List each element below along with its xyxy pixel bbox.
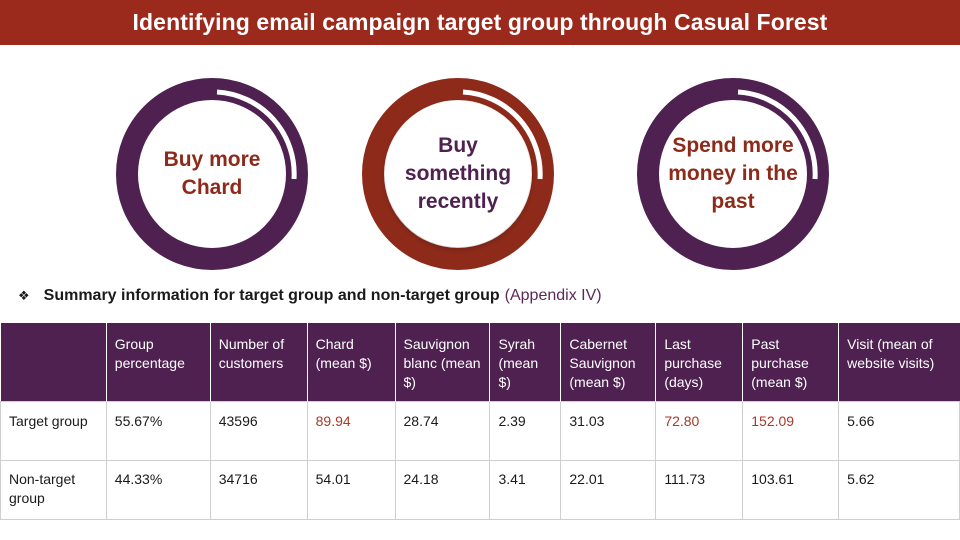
table-cell-highlighted: 89.94 xyxy=(306,401,396,461)
diamond-bullet-icon: ❖ xyxy=(18,288,30,303)
circle-buy-more-chard: Buy more Chard xyxy=(116,78,308,270)
ring-graphic xyxy=(362,78,554,270)
header-cell: Syrah (mean $) xyxy=(489,323,561,402)
header-cell: Sauvignon blanc (mean $) xyxy=(394,323,490,402)
summary-heading: ❖ Summary information for target group a… xyxy=(18,284,602,308)
appendix-reference: (Appendix IV) xyxy=(504,287,602,304)
row-label: Target group xyxy=(0,401,107,461)
table-row: Target group 55.67% 43596 89.94 28.74 2.… xyxy=(0,401,960,461)
table-cell: 22.01 xyxy=(560,460,657,520)
row-label: Non-target group xyxy=(0,460,107,520)
summary-heading-text: Summary information for target group and… xyxy=(43,287,500,304)
page-title: Identifying email campaign target group … xyxy=(132,9,828,35)
table-cell: 5.66 xyxy=(838,401,960,461)
table-cell: 3.41 xyxy=(489,460,562,520)
table-cell: 44.33% xyxy=(105,460,211,520)
ring-graphic xyxy=(116,78,308,270)
header-cell xyxy=(0,323,107,402)
circle-spend-more-money: Spend more money in the past xyxy=(637,78,829,270)
table-cell: 24.18 xyxy=(394,460,491,520)
header-cell: Past purchase (mean $) xyxy=(742,323,839,402)
table-cell-highlighted: 72.80 xyxy=(655,401,744,461)
header-cell: Group percentage xyxy=(105,323,211,402)
table-cell: 2.39 xyxy=(489,401,562,461)
table-cell: 54.01 xyxy=(306,460,396,520)
header-cell: Number of customers xyxy=(209,323,308,402)
header-cell: Visit (mean of website visits) xyxy=(838,323,960,402)
header-cell: Cabernet Sauvignon (mean $) xyxy=(560,323,656,402)
table-cell: 31.03 xyxy=(560,401,657,461)
circle-buy-something-recently: Buy something recently xyxy=(362,78,554,270)
circle-label: Buy more Chard xyxy=(163,148,261,199)
table-header-row: Group percentage Number of customers Cha… xyxy=(0,323,960,402)
table-cell: 43596 xyxy=(209,401,308,461)
table-cell: 111.73 xyxy=(655,460,744,520)
table-row: Non-target group 44.33% 34716 54.01 24.1… xyxy=(0,460,960,520)
table-cell: 28.74 xyxy=(394,401,491,461)
header-cell: Chard (mean $) xyxy=(306,323,395,402)
ring-graphic xyxy=(637,78,829,270)
header-cell: Last purchase (days) xyxy=(655,323,743,402)
circle-label: Spend more money in the past xyxy=(668,134,798,213)
title-bar: Identifying email campaign target group … xyxy=(0,0,960,45)
circle-label: Buy something recently xyxy=(404,134,512,213)
summary-table: Group percentage Number of customers Cha… xyxy=(0,323,960,520)
table-cell: 34716 xyxy=(209,460,308,520)
table-cell: 55.67% xyxy=(105,401,211,461)
table-cell-highlighted: 152.09 xyxy=(742,401,840,461)
table-cell: 103.61 xyxy=(742,460,840,520)
table-cell: 5.62 xyxy=(838,460,960,520)
